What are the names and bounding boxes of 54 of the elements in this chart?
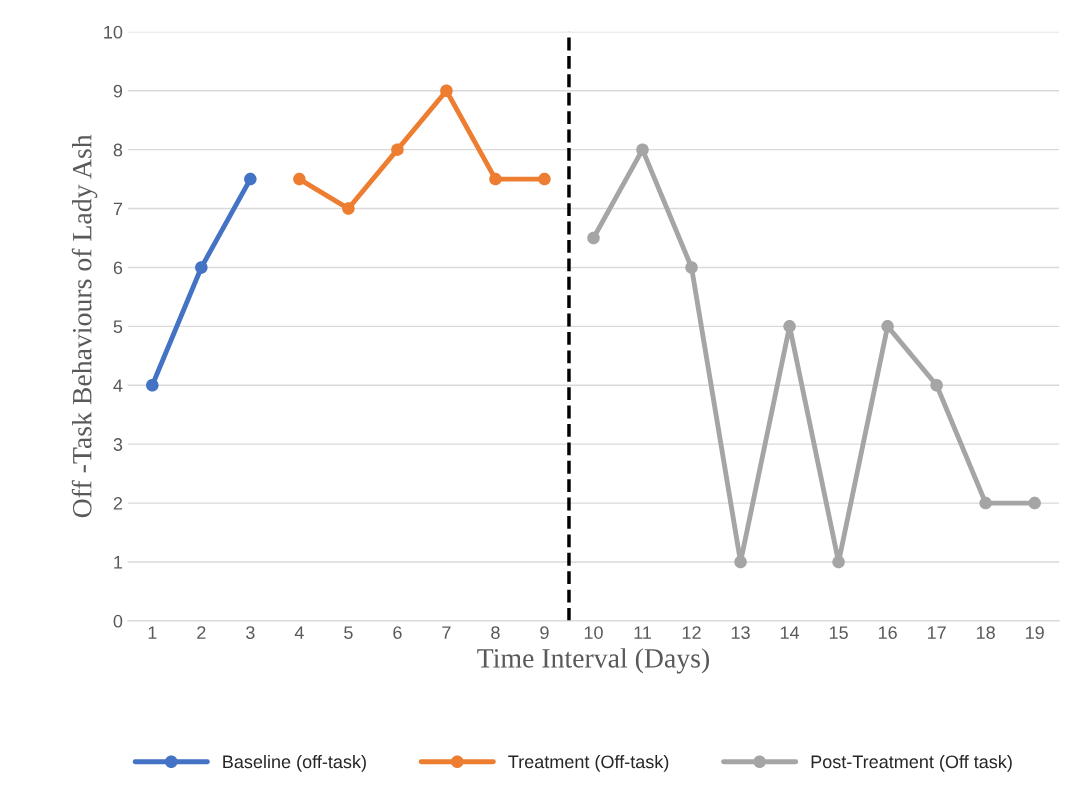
- point: [195, 261, 208, 274]
- point: [440, 84, 453, 97]
- point: [538, 172, 551, 186]
- point: [146, 379, 159, 392]
- x-tick-label: 17: [927, 626, 946, 639]
- point: [489, 172, 502, 186]
- x-tick-label: 6: [393, 626, 402, 639]
- point: [1028, 496, 1041, 510]
- point: [587, 231, 600, 245]
- legend-label: Post-Treatment (Off task): [811, 754, 1012, 772]
- point: [244, 172, 257, 186]
- y-axis-title: Off -Task Behaviours of Lady Ash: [71, 134, 98, 518]
- x-tick-label: 16: [878, 626, 897, 639]
- x-tick-label: 13: [731, 626, 750, 639]
- point: [734, 555, 747, 569]
- x-tick-label: 2: [197, 626, 206, 639]
- y-tick-label: 5: [113, 320, 123, 334]
- x-tick-label: 15: [829, 626, 848, 639]
- x-tick-label: 5: [344, 626, 353, 639]
- x-tick-label: 12: [682, 626, 701, 639]
- y-tick-label: 10: [104, 25, 123, 39]
- x-tick-label: 19: [1026, 626, 1044, 639]
- y-tick-label: 9: [113, 84, 123, 98]
- x-tick-label: 3: [246, 626, 255, 639]
- point: [979, 496, 992, 510]
- x-tick-label: 8: [491, 626, 500, 639]
- y-tick-label: 7: [113, 202, 123, 216]
- y-tick-label: 6: [113, 261, 123, 275]
- point: [832, 555, 845, 569]
- y-tick-label: 1: [114, 556, 123, 569]
- x-tick-label: 10: [584, 626, 603, 639]
- point: [636, 143, 649, 156]
- point: [293, 172, 306, 186]
- x-tick-label: 7: [442, 626, 451, 639]
- y-tick-label: 4: [113, 379, 123, 392]
- point: [391, 143, 404, 156]
- point: [783, 320, 796, 333]
- point: [342, 202, 355, 215]
- legend-label: Treatment (Off-task): [508, 754, 669, 772]
- legend-label: Baseline (off-task): [223, 754, 366, 772]
- x-tick-label: 18: [976, 626, 995, 639]
- x-tick-label: 9: [540, 626, 549, 639]
- x-tick-label: 14: [780, 626, 800, 639]
- y-tick-label: 3: [113, 438, 123, 451]
- point: [685, 261, 698, 274]
- y-tick-label: 2: [113, 497, 123, 510]
- y-tick-label: 0: [113, 614, 123, 628]
- x-tick-label: 1: [148, 626, 157, 639]
- x-tick-label: 4: [294, 626, 304, 639]
- x-tick-label: 11: [634, 626, 651, 639]
- point: [930, 379, 943, 392]
- x-axis-title: Time Interval (Days): [477, 648, 710, 674]
- y-tick-label: 8: [113, 143, 123, 157]
- point: [881, 320, 894, 333]
